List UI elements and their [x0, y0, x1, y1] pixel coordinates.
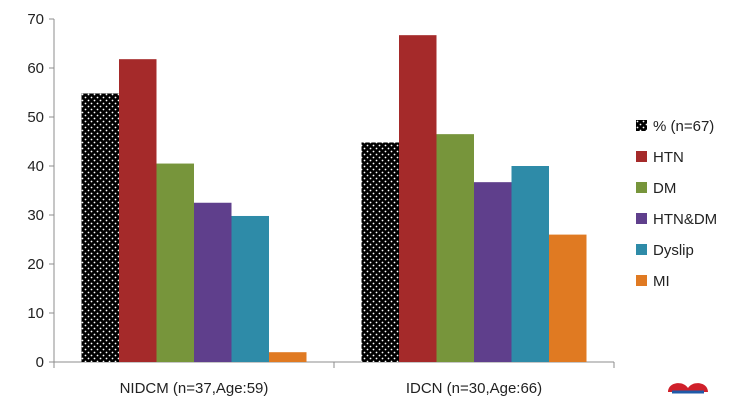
bar-dm-2 [436, 134, 474, 362]
legend-label: MI [653, 273, 670, 290]
bar-htn-1 [119, 59, 157, 363]
y-tick-label: 10 [27, 305, 44, 322]
legend-label: DM [653, 180, 676, 197]
y-tick-label: 30 [27, 207, 44, 224]
bar-n-67-2 [361, 142, 399, 362]
legend-label: HTN&DM [653, 211, 717, 228]
bar-htn-dm-1 [194, 202, 232, 362]
y-tick-label: 0 [36, 354, 44, 371]
x-category-label: NIDCM (n=37,Age:59) [120, 380, 269, 397]
bar-mi-1 [269, 352, 307, 362]
legend-swatch [636, 151, 647, 162]
legend: % (n=67) HTN DM HTN&DM Dyslip MI [636, 118, 717, 290]
legend-swatch [636, 120, 647, 131]
legend-label: Dyslip [653, 242, 694, 259]
logo [668, 383, 708, 394]
bar-dyslip-1 [231, 215, 269, 362]
bar-htn-dm-2 [474, 182, 512, 362]
axes: 0 10 20 30 40 50 60 70 NIDCM (n=37,Age:59) IDCN (… [27, 11, 615, 397]
bar-n-67-1 [81, 93, 119, 362]
legend-swatch [636, 213, 647, 224]
y-tick-label: 70 [27, 11, 44, 28]
bars [81, 35, 587, 363]
legend-swatch [636, 182, 647, 193]
legend-label: % (n=67) [653, 118, 714, 135]
bar-htn-2 [399, 35, 437, 363]
bar-dm-1 [156, 163, 194, 362]
y-tick-label: 50 [27, 109, 44, 126]
y-tick-label: 60 [27, 60, 44, 77]
bar-mi-2 [549, 234, 587, 362]
x-category-label: IDCN (n=30,Age:66) [406, 380, 542, 397]
y-tick-label: 20 [27, 256, 44, 273]
bar-dyslip-2 [511, 166, 549, 362]
y-tick-label: 40 [27, 158, 44, 175]
legend-swatch [636, 275, 647, 286]
legend-label: HTN [653, 149, 684, 166]
legend-swatch [636, 244, 647, 255]
